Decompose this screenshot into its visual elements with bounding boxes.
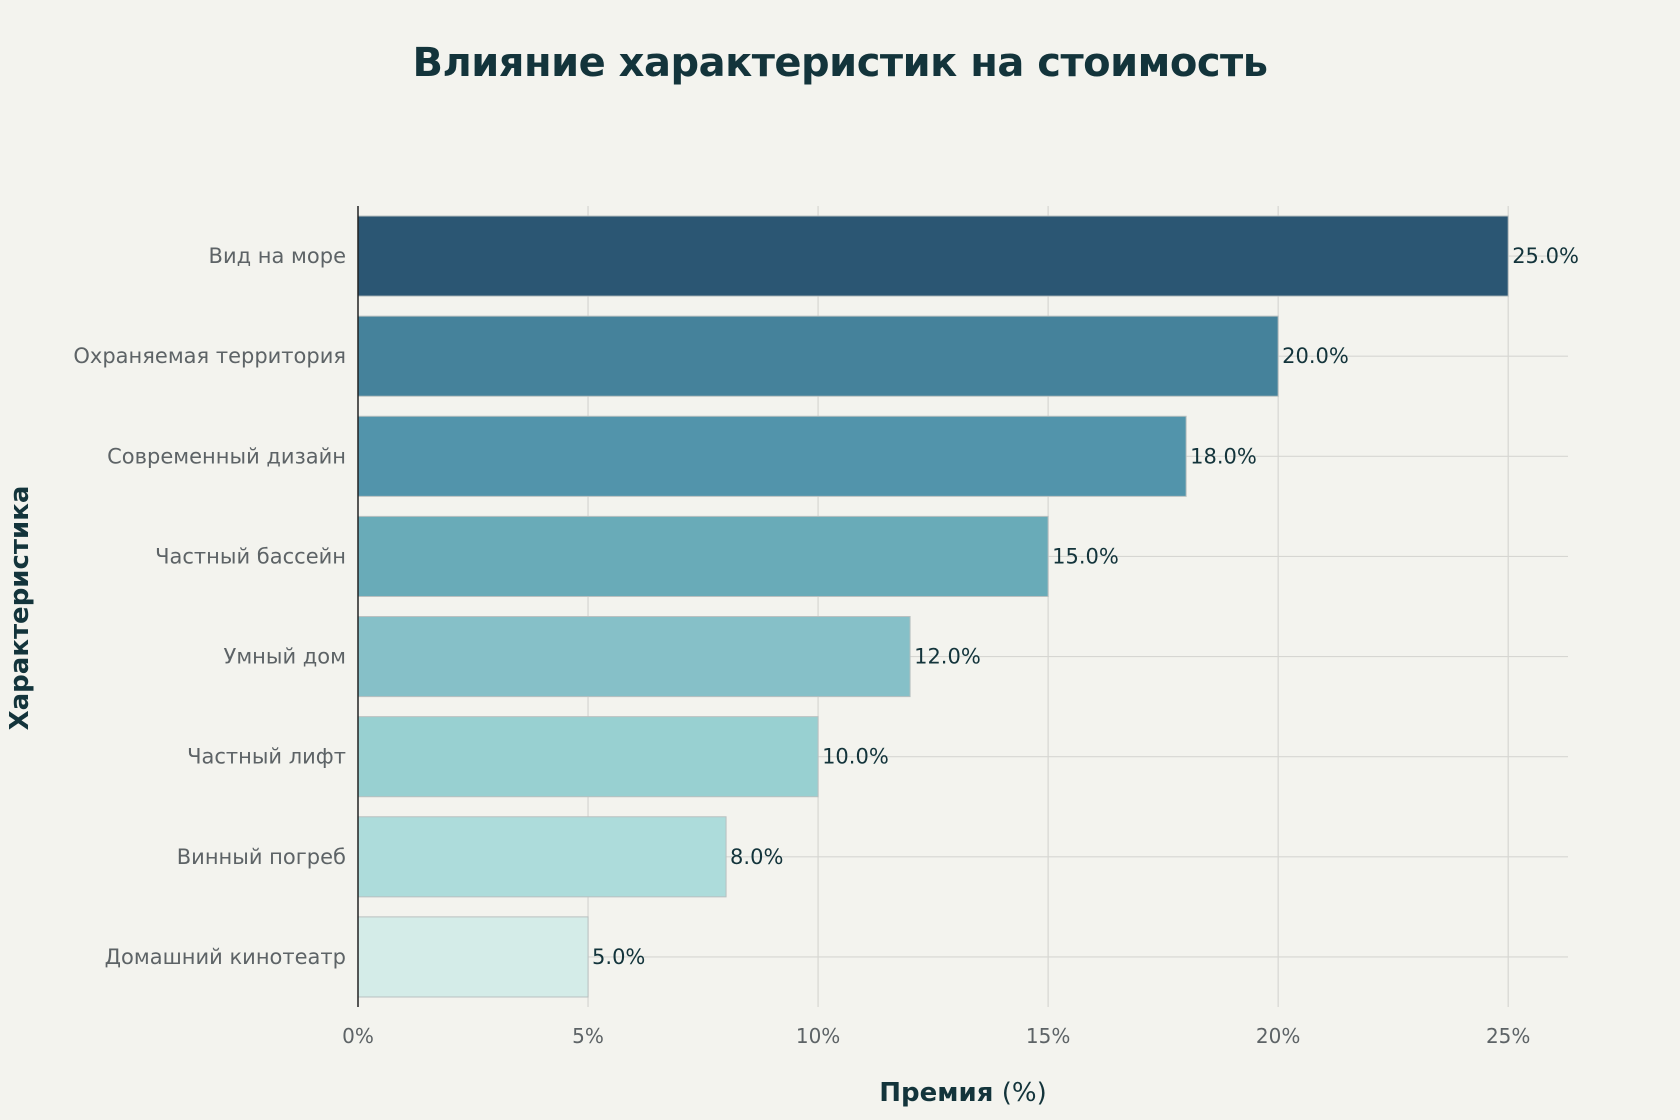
bar bbox=[357, 816, 727, 898]
y-category-label: Домашний кинотеатр bbox=[105, 945, 346, 969]
data-label: 15.0% bbox=[1052, 544, 1119, 568]
y-category-label: Винный погреб bbox=[177, 845, 346, 869]
y-category-label: Вид на море bbox=[209, 244, 346, 268]
data-label: 5.0% bbox=[592, 945, 645, 969]
bars bbox=[357, 215, 1509, 998]
data-label: 10.0% bbox=[822, 745, 889, 769]
bar bbox=[357, 916, 589, 998]
x-tick-label: 5% bbox=[572, 1024, 604, 1048]
bar bbox=[357, 215, 1509, 297]
labels: 0% 5% 10% 15% 20% 25% Вид на море 25.0% Охраняем… bbox=[73, 244, 1579, 1048]
x-axis-title-unit: (%) bbox=[993, 1078, 1046, 1108]
data-label: 25.0% bbox=[1512, 244, 1579, 268]
bar bbox=[357, 415, 1187, 497]
bar bbox=[357, 315, 1279, 397]
data-label: 18.0% bbox=[1190, 444, 1257, 468]
bar bbox=[357, 616, 911, 698]
x-tick-label: 0% bbox=[342, 1024, 374, 1048]
x-tick-label: 20% bbox=[1256, 1024, 1300, 1048]
x-axis-title: Премия (%) bbox=[879, 1078, 1046, 1108]
y-axis-title: Характеристика bbox=[5, 486, 35, 731]
y-category-label: Частный бассейн bbox=[155, 544, 346, 568]
x-tick-label: 25% bbox=[1486, 1024, 1530, 1048]
data-label: 8.0% bbox=[730, 845, 783, 869]
y-category-label: Частный лифт bbox=[187, 745, 346, 769]
x-tick-label: 15% bbox=[1026, 1024, 1070, 1048]
chart-title: Влияние характеристик на стоимость bbox=[412, 40, 1268, 86]
bar bbox=[357, 515, 1049, 597]
bar bbox=[357, 716, 819, 798]
data-label: 12.0% bbox=[914, 645, 981, 669]
y-category-label: Умный дом bbox=[224, 645, 346, 669]
y-category-label: Современный дизайн bbox=[107, 444, 346, 468]
data-label: 20.0% bbox=[1282, 344, 1349, 368]
y-category-label: Охраняемая территория bbox=[73, 344, 346, 368]
x-tick-label: 10% bbox=[796, 1024, 840, 1048]
x-axis-title-bold: Премия bbox=[879, 1078, 993, 1108]
